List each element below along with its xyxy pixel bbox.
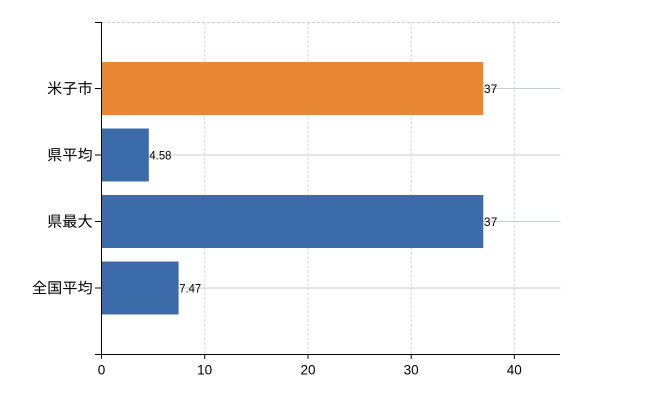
svg-text:10: 10 — [197, 363, 212, 378]
svg-text:40: 40 — [507, 363, 522, 378]
svg-text:37: 37 — [484, 82, 498, 96]
svg-text:37: 37 — [484, 215, 498, 229]
svg-text:4.58: 4.58 — [149, 148, 171, 162]
svg-text:30: 30 — [404, 363, 419, 378]
svg-text:7.47: 7.47 — [179, 281, 201, 295]
svg-text:20: 20 — [300, 363, 315, 378]
svg-text:0: 0 — [98, 363, 106, 378]
